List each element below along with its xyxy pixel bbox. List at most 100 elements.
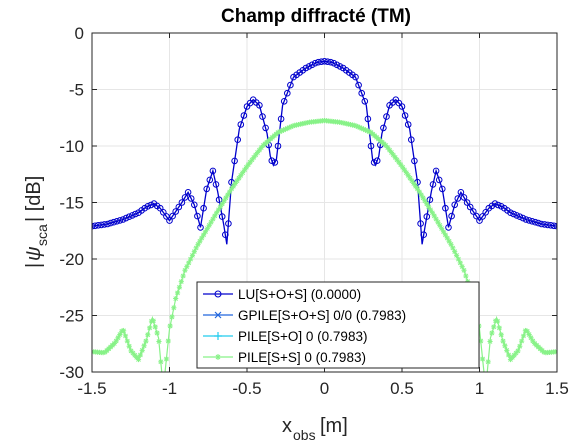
svg-text:|: |	[23, 263, 45, 268]
data-point	[485, 359, 491, 365]
data-point	[411, 180, 417, 187]
data-point	[479, 213, 486, 220]
data-point	[541, 221, 548, 228]
data-point	[416, 189, 422, 195]
data-point	[333, 61, 341, 69]
data-point	[482, 209, 490, 216]
data-point	[383, 113, 390, 120]
legend-box	[196, 281, 480, 369]
data-point	[218, 213, 226, 220]
x-tick-label: -0.5	[232, 379, 261, 398]
data-point	[193, 245, 199, 251]
data-point	[122, 333, 129, 339]
data-point	[210, 216, 216, 222]
data-point	[259, 113, 266, 120]
data-point	[288, 124, 294, 130]
y-tick-label: -30	[59, 363, 84, 382]
data-point	[147, 201, 155, 209]
data-point	[247, 159, 253, 165]
data-point	[163, 356, 169, 362]
data-point	[506, 352, 512, 358]
data-point	[165, 338, 171, 344]
data-point	[290, 123, 296, 129]
data-point	[516, 213, 524, 220]
data-point	[435, 176, 443, 184]
x-tick-label: -1.5	[77, 379, 106, 398]
data-point	[429, 181, 437, 188]
svg-text:ψ: ψ	[23, 246, 45, 261]
data-point	[504, 347, 510, 353]
data-point	[544, 221, 552, 229]
data-point	[403, 170, 409, 176]
data-point	[422, 198, 428, 204]
data-point	[433, 216, 439, 222]
data-point	[274, 142, 282, 150]
data-point	[121, 328, 127, 334]
data-point	[494, 201, 502, 209]
series-4	[92, 117, 557, 372]
data-point	[392, 154, 398, 160]
data-point	[530, 338, 536, 344]
data-point	[287, 81, 294, 89]
data-point	[455, 256, 462, 262]
data-point	[355, 81, 362, 89]
legend-marker	[214, 290, 222, 298]
data-point	[444, 235, 450, 241]
chart-title: Champ diffracté (TM)	[221, 6, 411, 27]
data-point	[154, 330, 160, 336]
x-tick-label: 0	[320, 379, 329, 398]
legend-label: GPILE[S+O+S] 0/0 (0.7983)	[238, 308, 406, 323]
legend-marker	[214, 311, 222, 319]
data-point	[330, 59, 338, 67]
data-point	[122, 214, 130, 222]
data-point	[450, 245, 456, 251]
data-point	[510, 210, 517, 218]
data-point	[206, 176, 214, 184]
data-point	[236, 175, 242, 181]
data-point	[240, 112, 248, 119]
data-point	[111, 340, 117, 347]
data-point	[137, 352, 143, 358]
data-point	[251, 154, 257, 160]
data-point	[98, 221, 105, 229]
data-point	[507, 209, 514, 216]
data-point	[284, 89, 291, 97]
data-point	[519, 214, 527, 222]
data-point	[439, 185, 446, 193]
data-point	[324, 58, 331, 66]
svg-text:| [dB]: | [dB]	[23, 176, 45, 222]
data-point	[353, 123, 359, 129]
legend-marker	[214, 332, 222, 340]
data-point	[225, 192, 231, 198]
data-point	[174, 290, 181, 296]
data-point	[362, 127, 369, 133]
data-point	[321, 58, 328, 65]
data-point	[398, 162, 404, 168]
data-point	[327, 58, 335, 66]
data-point	[249, 157, 255, 163]
data-point	[241, 167, 248, 173]
data-point	[125, 213, 133, 220]
data-point	[398, 103, 406, 110]
data-point	[476, 217, 483, 224]
data-point	[256, 147, 262, 153]
data-point	[178, 279, 184, 285]
data-point	[181, 194, 189, 201]
data-point	[478, 338, 484, 344]
data-point	[152, 324, 158, 330]
data-point	[208, 219, 214, 225]
data-point	[194, 212, 201, 220]
data-point	[284, 125, 290, 131]
data-point	[280, 98, 288, 105]
data-point	[358, 89, 366, 97]
data-point	[139, 347, 145, 353]
data-point	[215, 207, 222, 213]
data-point	[135, 356, 142, 363]
data-point	[115, 335, 121, 341]
data-point	[409, 178, 415, 184]
data-point	[156, 204, 164, 212]
data-point	[547, 222, 555, 229]
data-point	[457, 260, 463, 266]
data-point	[355, 124, 361, 130]
data-point	[147, 325, 153, 331]
